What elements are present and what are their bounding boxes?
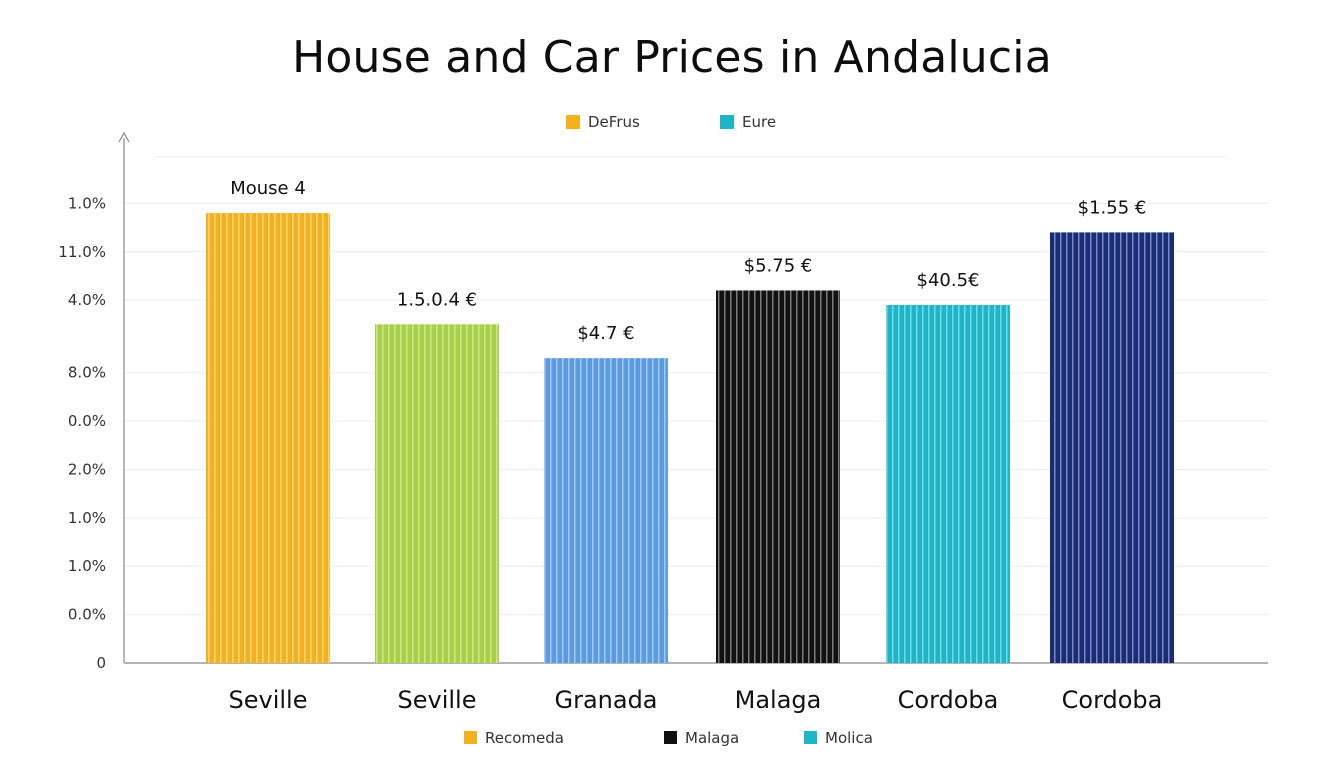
y-axis-arrow (118, 131, 130, 143)
y-tick-label: 1.0% (68, 557, 106, 575)
bar-stripes (375, 324, 499, 663)
bar-stripes (206, 213, 330, 664)
y-tick-label: 2.0% (68, 460, 106, 478)
y-tick-label: 4.0% (68, 291, 106, 309)
x-category-label: Cordoba (1062, 686, 1163, 714)
bar-stripes (1050, 232, 1174, 663)
legend-label: DeFrus (588, 113, 640, 131)
bar-stripes (544, 358, 668, 663)
legend-swatch (664, 731, 677, 744)
bar-value-label: Mouse 4 (230, 178, 306, 199)
legend-label: Malaga (685, 729, 739, 747)
y-tick-label: 0.0% (68, 606, 106, 624)
bar-stripes (886, 304, 1010, 663)
y-tick-label: 0.0% (68, 412, 106, 430)
legend-label: Recomeda (485, 729, 564, 747)
y-tick-label: 0 (96, 654, 106, 672)
bar-value-label: $1.55 € (1078, 197, 1147, 218)
legend-label: Molica (825, 729, 873, 747)
legend-swatch (720, 115, 734, 129)
legend-swatch (804, 731, 817, 744)
bar-stripes (716, 290, 840, 663)
x-category-label: Seville (229, 686, 308, 714)
chart-title: House and Car Prices in Andalucia (292, 32, 1052, 83)
y-tick-label: 1.0% (68, 509, 106, 527)
x-category-label: Granada (554, 686, 657, 714)
x-category-label: Malaga (735, 686, 822, 714)
y-tick-label: 1.0% (68, 194, 106, 212)
x-category-label: Seville (398, 686, 477, 714)
y-tick-label: 8.0% (68, 364, 106, 382)
y-tick-label: 11.0% (58, 243, 106, 261)
bar-value-label: $4.7 € (577, 323, 634, 344)
legend-label: Eure (742, 113, 776, 131)
bar-value-label: $40.5€ (917, 270, 980, 291)
bar-value-label: $5.75 € (744, 255, 813, 276)
legend-swatch (464, 731, 477, 744)
legend-swatch (566, 115, 580, 129)
x-category-label: Cordoba (898, 686, 999, 714)
bar-value-label: 1.5.0.4 € (397, 289, 477, 310)
